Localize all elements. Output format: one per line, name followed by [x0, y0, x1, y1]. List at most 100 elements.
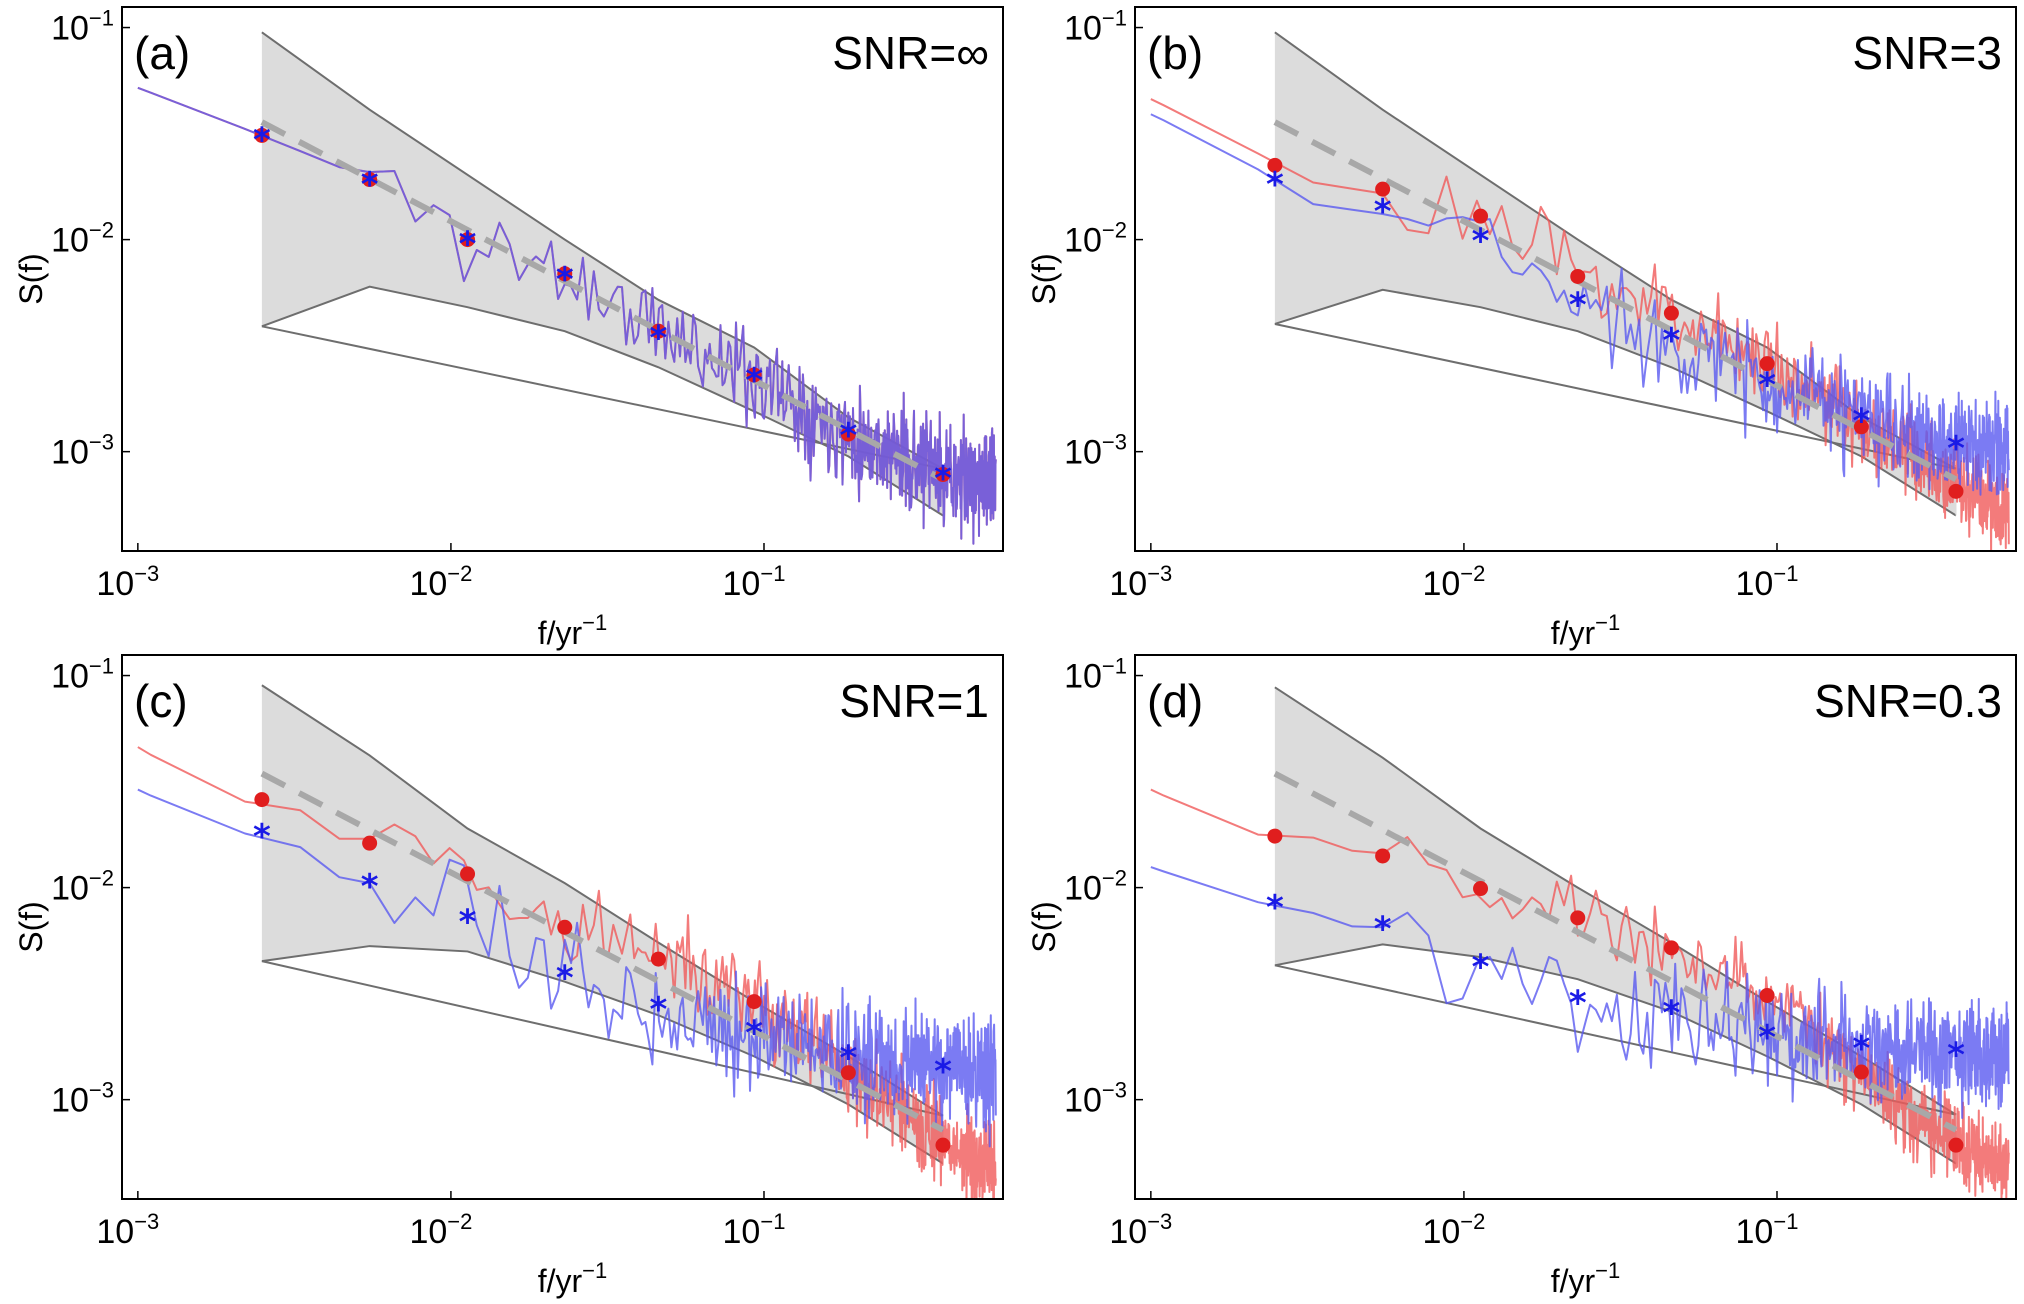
panel-label: (c) [134, 675, 188, 727]
red-dot-marker [840, 426, 856, 442]
y-axis-label: S(f) [1026, 253, 1062, 305]
blue-star-marker: * [1569, 984, 1587, 1024]
blue-star-marker: * [1758, 1018, 1776, 1058]
band-lower-edge [261, 285, 944, 517]
red-dot-marker [1375, 181, 1391, 197]
red-dot-marker [746, 367, 762, 383]
blue-star-marker: * [839, 416, 857, 456]
panel-label: (a) [134, 27, 190, 79]
axes-frame [121, 6, 1004, 552]
blue-star-marker: * [1947, 429, 1965, 469]
red-dot-marker [1759, 356, 1775, 372]
blue-star-marker: * [1947, 1036, 1965, 1076]
y-axis-label: S(f) [13, 253, 49, 305]
red-dot-marker [1853, 1064, 1869, 1080]
red-dot-marker [557, 919, 573, 935]
red-dot-marker [1473, 208, 1489, 224]
red-dot-marker [935, 467, 951, 483]
y-tick-label: 10−2 [51, 866, 114, 908]
blue-star-marker: * [1266, 888, 1284, 928]
red-dot-marker [1375, 848, 1391, 864]
snr-annotation: SNR=∞ [832, 27, 989, 79]
x-tick-label: 10−3 [1109, 561, 1172, 603]
y-tick-label: 10−1 [1064, 654, 1127, 696]
red-dot-marker [1663, 305, 1679, 321]
y-tick-label: 10−3 [1064, 430, 1127, 472]
red-dot-marker [460, 232, 476, 248]
blue-star-marker: * [1374, 192, 1392, 232]
x-axis-label: f/yr−1 [538, 610, 608, 651]
snr-annotation: SNR=0.3 [1814, 675, 2002, 727]
blue-star-marker: * [556, 959, 574, 999]
red-dot-marker [1570, 268, 1586, 284]
x-tick-label: 10−3 [96, 1209, 159, 1251]
panel-c: * * * * * * * * 10−3 10−2 10−1 10−3 10−2 10−1 f/yr−1 S(… [13, 654, 1004, 1299]
panel-label: (b) [1147, 27, 1203, 79]
blue-spectrum [137, 86, 997, 545]
red-dot-marker [254, 792, 270, 808]
x-tick-label: 10−3 [96, 561, 159, 603]
red-dot-marker [1759, 987, 1775, 1003]
red-dot-marker [557, 266, 573, 282]
blue-star-marker: * [361, 165, 379, 205]
red-dot-marker [1267, 157, 1283, 173]
blue-star-marker: * [1374, 909, 1392, 949]
plot-area: * * * * * * * * [1150, 31, 2010, 551]
blue-star-marker: * [459, 224, 477, 264]
x-tick-label: 10−1 [1736, 561, 1799, 603]
y-tick-label: 10−1 [51, 6, 114, 48]
y-tick-label: 10−2 [1064, 218, 1127, 260]
red-dot-marker [362, 835, 378, 851]
x-tick-label: 10−3 [1109, 1209, 1172, 1251]
red-dot-marker [935, 1137, 951, 1153]
y-tick-label: 10−3 [51, 1078, 114, 1120]
y-tick-label: 10−3 [51, 430, 114, 472]
reference-line [1273, 770, 1958, 1133]
blue-spectrum [137, 788, 997, 1148]
red-dot-marker [362, 172, 378, 188]
red-dot-marker [1663, 940, 1679, 956]
blue-star-marker: * [934, 459, 952, 499]
y-tick-label: 10−1 [1064, 6, 1127, 48]
band-lower-edge [1274, 288, 1957, 517]
plot-area: * * * * * * * * [137, 684, 997, 1199]
red-dot-marker [1267, 828, 1283, 844]
red-dot-marker [460, 866, 476, 882]
y-tick-label: 10−3 [1064, 1078, 1127, 1120]
red-spectrum [137, 746, 997, 1199]
red-dot-marker [650, 951, 666, 967]
blue-star-marker: * [361, 867, 379, 907]
blue-star-marker: * [459, 902, 477, 942]
blue-star-marker: * [839, 1038, 857, 1078]
reference-line [260, 770, 945, 1133]
x-tick-label: 10−2 [409, 561, 472, 603]
snr-annotation: SNR=1 [839, 675, 989, 727]
blue-star-marker: * [745, 1013, 763, 1053]
blue-star-marker: * [1852, 401, 1870, 441]
panel-a: * * * * * * * * 10−3 10−2 10−1 10−3 10−2 10−1 f/yr−1 S(… [13, 6, 1004, 651]
reference-line [1273, 119, 1958, 483]
x-tick-label: 10−1 [723, 1209, 786, 1251]
axes-frame [1134, 654, 2017, 1200]
plot-area: * * * * * * * * [137, 31, 997, 545]
x-tick-label: 10−2 [409, 1209, 472, 1251]
red-dot-marker [746, 994, 762, 1010]
blue-star-marker: * [1472, 947, 1490, 987]
x-axis-label: f/yr−1 [1551, 1258, 1621, 1299]
band-upper-edge [261, 684, 944, 1117]
band-lower-edge [261, 945, 944, 1165]
blue-star-marker: * [1663, 994, 1681, 1034]
blue-star-marker: * [1852, 1029, 1870, 1069]
plot-area: * * * * * * * * [1150, 686, 2010, 1199]
y-tick-label: 10−2 [51, 218, 114, 260]
confidence-band [1274, 687, 1956, 1164]
panel-d: * * * * * * * * 10−3 10−2 10−1 10−3 10−2 10−1 f/yr−1 S(… [1026, 654, 2017, 1299]
blue-star-marker: * [253, 817, 271, 857]
red-dot-marker [1948, 1137, 1964, 1153]
blue-star-marker: * [1569, 285, 1587, 325]
x-axis-label: f/yr−1 [1551, 610, 1621, 651]
blue-spectrum [1150, 866, 2010, 1119]
blue-star-marker: * [745, 361, 763, 401]
panel-b: * * * * * * * * 10−3 10−2 10−1 10−3 10−2 10−1 f/yr−1 S(… [1026, 6, 2017, 651]
blue-star-marker: * [253, 120, 271, 160]
